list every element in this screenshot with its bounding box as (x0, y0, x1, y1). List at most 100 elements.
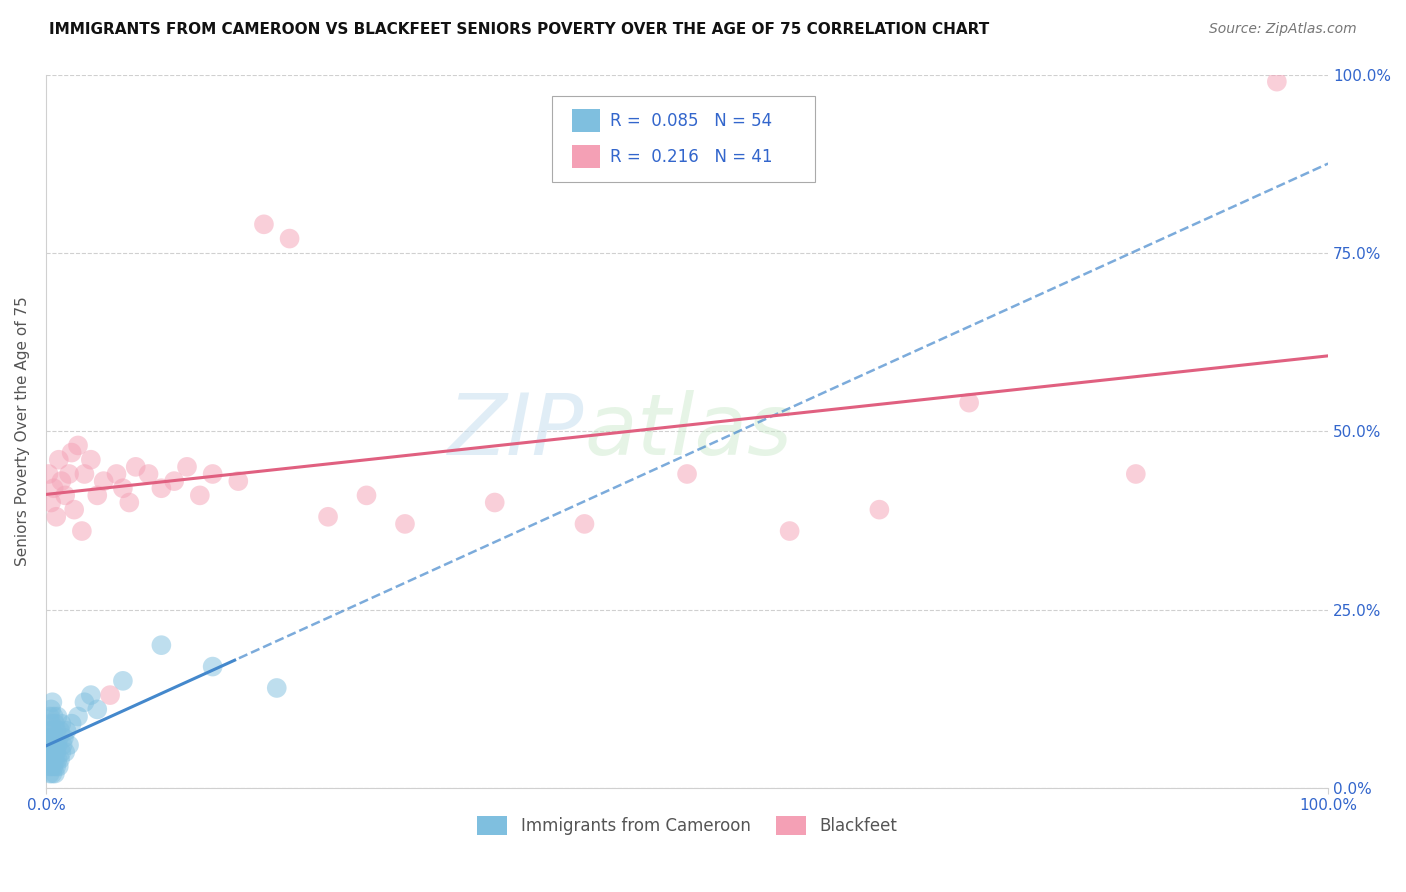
Point (38, 759, 60, 773)
Point (38, 766, 60, 780)
Y-axis label: Seniors Poverty Over the Age of 75: Seniors Poverty Over the Age of 75 (15, 296, 30, 566)
Point (111, 673, 134, 688)
Point (41, 766, 63, 780)
Point (41, 723, 63, 738)
Text: atlas: atlas (585, 390, 793, 473)
Text: Source: ZipAtlas.com: Source: ZipAtlas.com (1209, 22, 1357, 37)
Text: R =  0.085   N = 54: R = 0.085 N = 54 (610, 112, 772, 130)
Point (41, 738, 63, 752)
Point (80, 688, 103, 702)
Point (38, 752, 60, 766)
Point (44, 766, 66, 780)
Point (868, 502, 890, 516)
Text: R =  0.216   N = 41: R = 0.216 N = 41 (610, 147, 773, 166)
Point (44, 752, 66, 766)
Point (80, 452, 103, 467)
Point (39, 745, 62, 759)
Point (42, 709, 65, 723)
Point (38, 467, 60, 481)
Point (957, 395, 980, 409)
Point (60, 716, 83, 731)
Point (39, 731, 62, 745)
Point (86, 702, 108, 716)
Point (105, 467, 128, 481)
Point (574, 516, 596, 531)
Point (51, 474, 73, 488)
Point (93, 474, 115, 488)
Point (188, 488, 211, 502)
Point (55, 723, 77, 738)
Point (779, 524, 801, 538)
Point (226, 474, 249, 488)
Point (37, 738, 59, 752)
Text: IMMIGRANTS FROM CAMEROON VS BLACKFEET SENIORS POVERTY OVER THE AGE OF 75 CORRELA: IMMIGRANTS FROM CAMEROON VS BLACKFEET SE… (49, 22, 990, 37)
Point (66, 438, 89, 452)
Point (1265, 75, 1288, 89)
Point (44, 738, 66, 752)
Point (60, 445, 83, 459)
Point (41, 752, 63, 766)
Point (163, 474, 186, 488)
Point (49, 723, 72, 738)
Point (38, 745, 60, 759)
Point (38, 731, 60, 745)
Point (118, 495, 141, 509)
Point (46, 709, 69, 723)
Point (111, 481, 134, 495)
Point (44, 716, 66, 731)
Point (201, 659, 224, 673)
Point (45, 745, 67, 759)
Bar (572, 110, 600, 132)
Point (58, 738, 80, 752)
Point (253, 217, 276, 231)
Point (51, 716, 73, 731)
Point (38, 723, 60, 738)
Point (39, 702, 62, 716)
Point (73, 695, 96, 709)
Point (70, 524, 93, 538)
Point (37, 752, 59, 766)
Point (484, 495, 506, 509)
Point (52, 738, 75, 752)
Point (48, 452, 70, 467)
Point (150, 638, 173, 652)
Point (41, 695, 63, 709)
Point (46, 752, 69, 766)
Point (39, 495, 62, 509)
Point (42, 745, 65, 759)
Point (51, 745, 73, 759)
Point (45, 759, 67, 773)
Point (316, 509, 339, 524)
Point (48, 759, 70, 773)
Point (356, 488, 378, 502)
Point (73, 467, 96, 481)
Point (1125, 467, 1147, 481)
Point (63, 502, 86, 516)
Point (676, 467, 699, 481)
Point (66, 709, 89, 723)
Bar (572, 145, 600, 168)
Point (266, 681, 288, 695)
Point (98, 688, 121, 702)
Point (150, 481, 173, 495)
Point (52, 731, 75, 745)
Point (46, 738, 69, 752)
Point (45, 723, 67, 738)
Point (48, 731, 70, 745)
Point (201, 467, 224, 481)
Point (53, 488, 76, 502)
Point (39, 716, 62, 731)
Point (49, 752, 72, 766)
Point (53, 745, 76, 759)
Point (278, 231, 301, 245)
Point (38, 738, 60, 752)
Point (176, 459, 198, 474)
Point (125, 459, 148, 474)
Point (42, 759, 65, 773)
Text: ZIP: ZIP (449, 390, 585, 473)
Point (45, 509, 67, 524)
Point (58, 467, 80, 481)
Point (394, 516, 416, 531)
Point (38, 709, 60, 723)
Point (86, 488, 108, 502)
